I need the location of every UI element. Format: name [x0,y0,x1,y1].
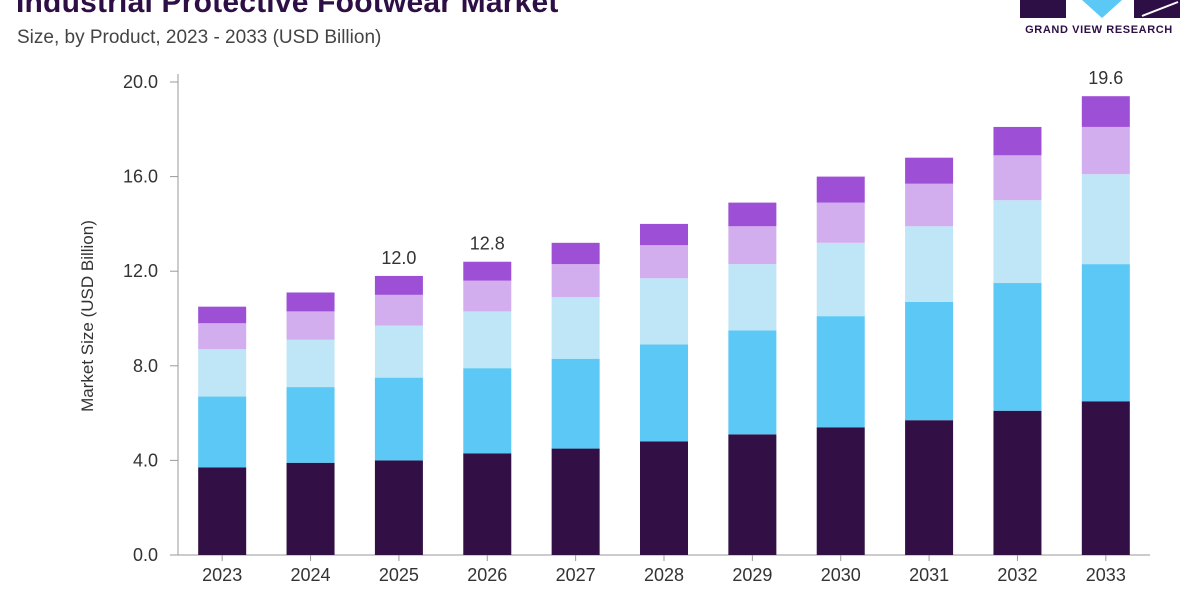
bar-segment-2031-3 [905,183,954,227]
bar-segment-2028-0 [640,441,688,555]
chart-labels: 2023 2024 2025 2026 2027 2028 2029 2030 2031 2032… [202,68,1126,585]
chart-subtitle: Size, by Product, 2023 - 2033 (USD Billi… [17,27,382,48]
x-tick-label: 2025 [379,565,419,585]
bar-segment-2026-2 [463,311,512,369]
bar-segment-2027-4 [551,242,600,265]
bar-segment-2031-0 [905,420,954,555]
bar-segment-2023-1 [198,396,247,468]
brand-logo-block-right [1134,0,1180,18]
data-label-2026: 12.8 [470,234,505,254]
bar-segment-2030-4 [816,176,865,203]
bar-segment-2032-4 [993,126,1042,156]
data-label-2025: 12.0 [381,248,416,268]
bar-segment-2029-0 [728,434,777,555]
x-tick-label: 2023 [202,565,242,585]
x-tick-label: 2028 [644,565,684,585]
brand-logo [1020,0,1180,18]
chart-title: Industrial Protective Footwear Market [16,0,559,19]
bar-segment-2026-0 [463,453,512,555]
x-tick-label: 2026 [467,565,507,585]
bar-segment-2029-1 [728,330,777,435]
brand-name: GRAND VIEW RESEARCH [1025,24,1173,36]
bar-segment-2023-2 [198,349,247,397]
bar-segment-2030-0 [816,427,865,555]
x-tick-label: 2031 [909,565,949,585]
bar-segment-2032-3 [993,155,1042,201]
bar-segment-2032-0 [993,410,1042,555]
bar-segment-2024-0 [286,462,335,555]
bar-segment-2033-0 [1081,401,1130,555]
bar-segment-2024-3 [286,311,335,340]
bar-segment-2025-4 [374,275,423,295]
bar-segment-2024-4 [286,292,335,312]
bar-segment-2031-1 [905,301,954,421]
brand-logo-line [1141,1,1179,17]
bar-segment-2023-0 [198,467,247,555]
brand-logo-block-left [1020,0,1066,18]
bar-segment-2024-1 [286,387,335,463]
bar-segment-2029-3 [728,226,777,265]
y-tick-label: 20.0 [123,72,158,92]
y-tick-label: 4.0 [133,450,158,470]
bar-segment-2033-3 [1081,126,1130,175]
bar-segment-2030-3 [816,202,865,243]
bar-segment-2027-0 [551,448,600,555]
bar-segment-2025-2 [374,325,423,378]
y-tick-label: 12.0 [123,261,158,281]
x-tick-label: 2024 [291,565,331,585]
x-tick-label: 2033 [1086,565,1126,585]
bar-segment-2027-3 [551,264,600,298]
bar-segment-2026-1 [463,368,512,454]
y-tick-label: 0.0 [133,545,158,565]
bar-segment-2033-1 [1081,264,1130,402]
bar-segment-2031-2 [905,226,954,302]
bar-segment-2023-4 [198,306,247,324]
bar-segment-2028-3 [640,245,688,279]
brand-logo-triangle [1082,0,1122,18]
y-tick-label: 8.0 [133,356,158,376]
bar-segment-2032-1 [993,283,1042,411]
bar-segment-2029-2 [728,264,777,331]
bar-segment-2033-4 [1081,96,1130,127]
x-tick-label: 2029 [732,565,772,585]
bar-segment-2030-1 [816,316,865,428]
bar-segment-2025-1 [374,377,423,461]
bar-segment-2026-4 [463,261,512,281]
y-tick-label: 16.0 [123,167,158,187]
bar-segment-2027-2 [551,297,600,359]
x-tick-label: 2030 [821,565,861,585]
bar-segment-2025-3 [374,294,423,326]
bar-segment-2030-2 [816,242,865,317]
chart-bars [198,96,1130,555]
bar-segment-2024-2 [286,339,335,388]
x-tick-label: 2027 [556,565,596,585]
bar-segment-2032-2 [993,200,1042,284]
bar-segment-2028-2 [640,278,688,345]
bar-segment-2026-3 [463,280,512,312]
bar-segment-2031-4 [905,157,954,184]
bar-segment-2033-2 [1081,174,1130,265]
bar-segment-2023-3 [198,323,247,350]
bar-segment-2028-4 [640,223,688,246]
bar-segment-2029-4 [728,202,777,227]
bar-segment-2028-1 [640,344,688,442]
data-label-2033: 19.6 [1088,68,1123,88]
x-tick-label: 2032 [997,565,1037,585]
chart-axes: 0.0 4.0 8.0 12.0 16.0 20.0 [123,72,1150,565]
bar-segment-2025-0 [374,460,423,555]
bar-segment-2027-1 [551,358,600,449]
